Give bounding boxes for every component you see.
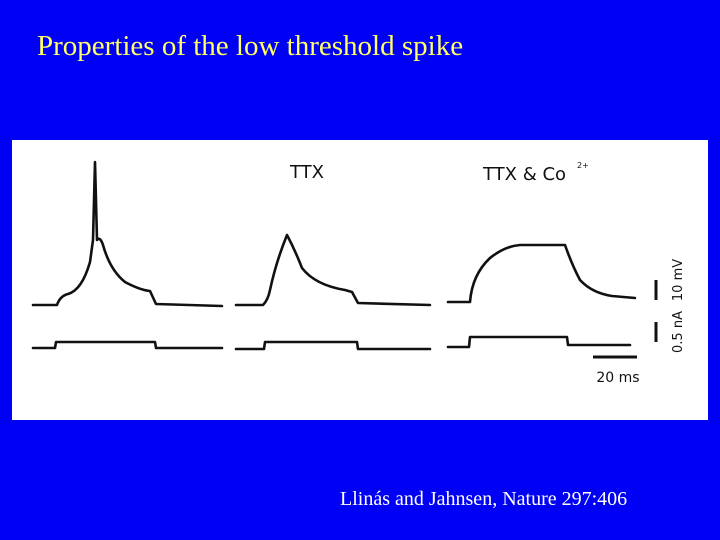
slide-title: Properties of the low threshold spike — [37, 30, 464, 62]
scale-label: 10 mV — [671, 259, 686, 301]
current-trace — [31, 340, 224, 350]
scale-label: 20 ms — [596, 370, 639, 386]
voltage-trace — [234, 233, 432, 307]
current-trace — [234, 340, 432, 351]
superscript: 2+ — [577, 161, 589, 170]
panel-label: TTX — [289, 162, 324, 183]
voltage-trace — [446, 243, 637, 304]
voltage-trace — [31, 160, 224, 308]
panel-label: TTX & Co — [482, 164, 566, 185]
figure-panel — [12, 140, 708, 420]
citation: Llinás and Jahnsen, Nature 297:406 — [340, 488, 628, 510]
current-trace — [446, 335, 632, 349]
scale-label: 0.5 nA — [671, 311, 686, 353]
